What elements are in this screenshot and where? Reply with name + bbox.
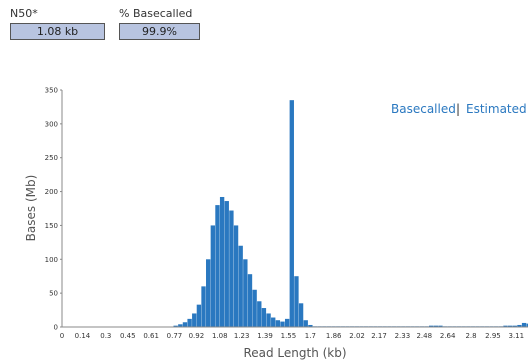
- x-axis-title: Read Length (kb): [243, 346, 346, 360]
- y-tick-label: 100: [45, 256, 58, 264]
- x-tick-label: 0: [60, 332, 64, 340]
- y-tick-label: 250: [45, 154, 58, 162]
- x-tick-label: 2.17: [371, 332, 387, 340]
- histogram-bar: [289, 100, 294, 327]
- x-tick-label: 1.86: [326, 332, 342, 340]
- n50-label: N50*: [10, 7, 38, 20]
- basecalled-pct-label: % Basecalled: [119, 7, 193, 20]
- n50-stat: N50* 1.08 kb: [10, 7, 105, 40]
- histogram-bar: [303, 320, 308, 327]
- y-tick-label: 50: [49, 290, 58, 298]
- histogram-bar: [284, 318, 290, 327]
- y-tick-label: 200: [45, 188, 58, 196]
- histogram-bar: [433, 325, 438, 327]
- histogram-bar: [308, 324, 313, 327]
- histogram-bar: [192, 313, 197, 327]
- histogram-bar: [196, 304, 202, 327]
- histogram-bar: [517, 324, 522, 327]
- y-tick-labels: 0 50 100 150 200 250 300 350: [45, 87, 62, 332]
- x-tick-label: 0.45: [120, 332, 136, 340]
- histogram-bar: [526, 323, 528, 327]
- histogram-bar: [238, 245, 243, 327]
- n50-value: 1.08 kb: [10, 23, 105, 40]
- histogram-bar: [294, 276, 299, 327]
- histogram-bar: [243, 259, 248, 327]
- histogram-bar: [187, 318, 192, 327]
- y-tick-label: 150: [45, 222, 58, 230]
- x-tick-label: 2.64: [440, 332, 456, 340]
- histogram-bar: [428, 325, 434, 327]
- x-tick-label: 3.11: [509, 332, 525, 340]
- x-tick-labels: 0 0.14 0.3 0.45 0.61 0.77 0.92 1.08 1.23 1.39 1.55…: [60, 332, 524, 340]
- legend-basecalled[interactable]: Basecalled: [391, 102, 456, 116]
- x-tick-label: 1.55: [281, 332, 297, 340]
- histogram-bar: [261, 308, 267, 327]
- legend: Basecalled | Estimated: [391, 102, 527, 116]
- x-tick-label: 0.77: [167, 332, 183, 340]
- histogram-bar: [201, 286, 206, 327]
- x-tick-label: 2.48: [416, 332, 432, 340]
- histogram-bar: [182, 322, 188, 327]
- x-tick-label: 1.23: [234, 332, 250, 340]
- histogram-bar: [271, 317, 276, 327]
- x-tick-label: 1.08: [212, 332, 228, 340]
- histogram-bar: [257, 301, 262, 327]
- histogram-bar: [298, 303, 304, 327]
- x-tick-label: 2.95: [485, 332, 501, 340]
- x-tick-label: 1.7: [305, 332, 316, 340]
- basecalled-pct-stat: % Basecalled 99.9%: [119, 7, 200, 40]
- histogram-bar: [210, 225, 215, 327]
- histogram-bar: [247, 274, 253, 327]
- legend-estimated[interactable]: Estimated: [466, 102, 527, 116]
- x-tick-label: 0.3: [100, 332, 111, 340]
- histogram-bar: [206, 259, 211, 327]
- x-tick-label: 2.8: [465, 332, 476, 340]
- y-tick-label: 350: [45, 87, 58, 95]
- histogram-bar: [266, 313, 271, 327]
- histogram-bar: [521, 322, 527, 327]
- histogram-bar: [229, 210, 234, 327]
- histogram-bars: [62, 100, 528, 327]
- histogram-bar: [178, 324, 183, 327]
- histogram-bar: [215, 205, 220, 327]
- legend-separator: |: [456, 102, 460, 116]
- histogram-bar: [173, 325, 178, 327]
- x-tick-label: 2.02: [349, 332, 365, 340]
- histogram-bar: [233, 225, 239, 327]
- histogram-bar: [252, 289, 257, 327]
- histogram-bar: [219, 196, 225, 327]
- basecalled-pct-value: 99.9%: [119, 23, 200, 40]
- histogram-bar: [512, 325, 517, 327]
- y-tick-label: 300: [45, 120, 58, 128]
- histogram-bar: [280, 321, 285, 327]
- histogram-bar: [275, 320, 281, 327]
- x-tick-label: 0.92: [189, 332, 205, 340]
- y-axis-title: Bases (Mb): [24, 175, 38, 242]
- histogram-bar: [503, 325, 508, 327]
- x-tick-label: 0.14: [75, 332, 91, 340]
- histogram-bar: [224, 201, 229, 327]
- histogram-bar: [507, 325, 513, 327]
- x-tick-label: 1.39: [257, 332, 273, 340]
- x-tick-label: 0.61: [143, 332, 159, 340]
- histogram-bar: [438, 325, 443, 327]
- y-tick-label: 0: [54, 324, 58, 332]
- x-tick-label: 2.33: [395, 332, 411, 340]
